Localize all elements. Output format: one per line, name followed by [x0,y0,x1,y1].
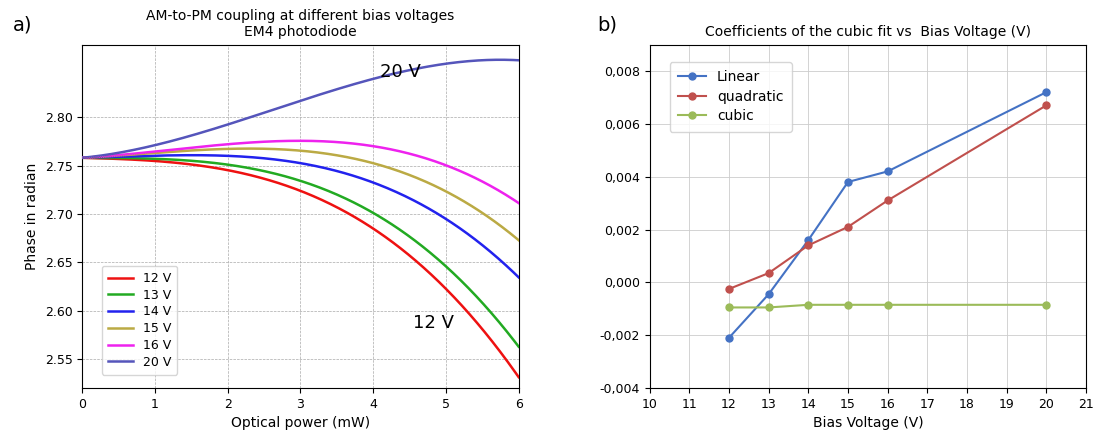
cubic [723,305,736,310]
Y-axis label: Phase in radian: Phase in radian [25,163,39,270]
12 V [393,245,406,250]
14 V [219,153,233,158]
Text: 12 V: 12 V [414,314,454,332]
16 V [128,151,142,156]
13 V [128,156,142,161]
12 V [249,173,262,179]
15 V [392,168,405,173]
Linear [841,179,855,185]
15 V [394,169,407,174]
14 V [351,174,364,180]
16 V [392,149,405,154]
20 V [393,70,406,75]
Line: Linear: Linear [725,89,1050,341]
12 V [128,157,142,162]
X-axis label: Bias Voltage (V): Bias Voltage (V) [813,416,924,430]
Legend: 12 V, 13 V, 14 V, 15 V, 16 V, 20 V: 12 V, 13 V, 14 V, 15 V, 16 V, 20 V [102,266,178,375]
12 V [512,375,525,380]
Title: Coefficients of the cubic fit vs  Bias Voltage (V): Coefficients of the cubic fit vs Bias Vo… [704,25,1031,39]
Line: 20 V: 20 V [82,60,519,158]
15 V [244,146,257,151]
quadratic [802,243,815,248]
15 V [250,146,263,151]
quadratic [762,270,776,276]
14 V [128,153,142,159]
14 V [250,155,263,160]
X-axis label: Optical power (mW): Optical power (mW) [231,416,370,430]
quadratic [841,224,855,230]
Linear [1040,90,1053,95]
14 V [512,275,525,280]
quadratic [723,286,736,292]
Linear [881,169,894,174]
16 V [394,149,407,154]
20 V [494,57,507,62]
13 V [218,161,231,167]
Line: 16 V: 16 V [82,141,519,203]
cubic [1040,302,1053,307]
14 V [76,155,89,161]
14 V [186,153,200,158]
20 V [76,155,89,161]
15 V [76,155,89,161]
Title: AM-to-PM coupling at different bias voltages
EM4 photodiode: AM-to-PM coupling at different bias volt… [146,9,454,39]
16 V [292,138,305,144]
13 V [512,344,525,349]
20 V [128,147,142,153]
Line: cubic: cubic [725,301,1050,311]
14 V [392,190,405,196]
16 V [351,141,364,147]
16 V [218,142,231,147]
Line: 14 V: 14 V [82,155,519,277]
20 V [512,58,525,63]
Legend: Linear, quadratic, cubic: Linear, quadratic, cubic [669,62,792,132]
Text: a): a) [12,16,32,35]
13 V [76,155,89,161]
15 V [218,146,231,152]
20 V [391,70,404,75]
15 V [351,157,364,162]
quadratic [1040,103,1053,108]
Text: b): b) [597,16,618,35]
12 V [218,167,231,172]
20 V [350,81,363,86]
Line: 12 V: 12 V [82,158,519,377]
16 V [249,140,262,145]
Line: quadratic: quadratic [725,102,1050,293]
12 V [391,243,404,248]
20 V [249,113,262,118]
Linear [762,292,776,297]
14 V [394,191,407,197]
Linear [802,237,815,243]
quadratic [881,198,894,203]
15 V [128,152,142,157]
12 V [76,155,89,161]
cubic [762,305,776,310]
16 V [512,200,525,206]
13 V [391,225,404,231]
13 V [249,166,262,172]
Linear [723,335,736,340]
13 V [350,201,363,206]
cubic [841,302,855,307]
13 V [393,227,406,232]
12 V [350,215,363,221]
Line: 15 V: 15 V [82,149,519,240]
cubic [802,302,815,307]
20 V [218,123,231,128]
15 V [512,238,525,243]
cubic [881,302,894,307]
Text: 20 V: 20 V [381,62,421,81]
Line: 13 V: 13 V [82,158,519,347]
16 V [76,155,89,161]
